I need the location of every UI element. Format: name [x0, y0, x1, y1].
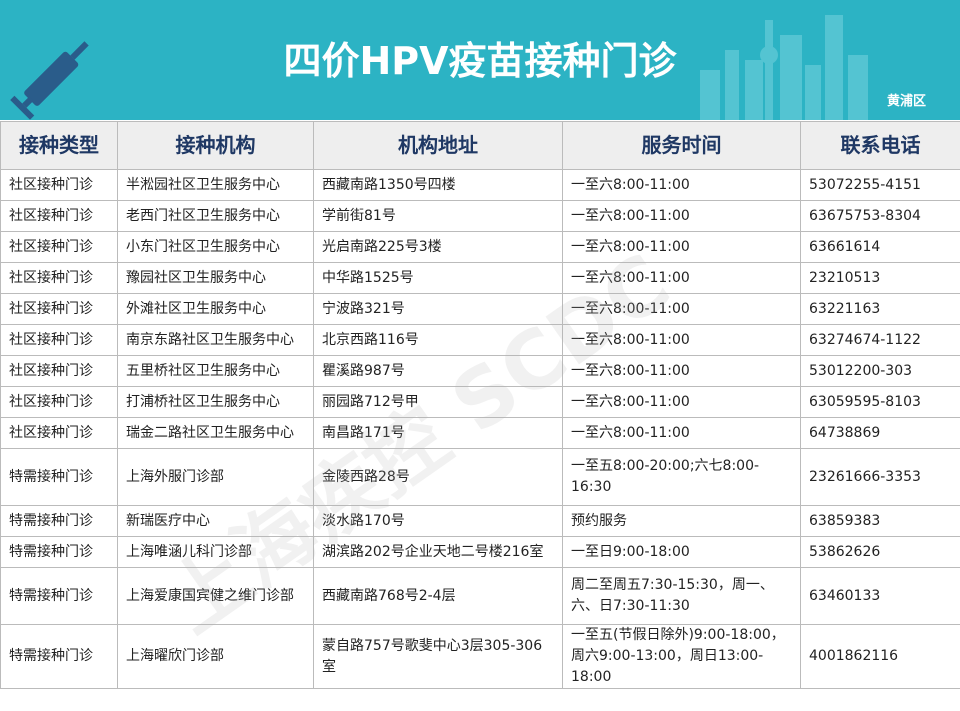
table-cell: 63859383: [800, 505, 960, 537]
table-row: 特需接种门诊 新瑞医疗中心 淡水路170号 预约服务 63859383: [0, 505, 960, 537]
table-cell: 一至五(节假日除外)9:00-18:00，周六9:00-13:00，周日13:0…: [562, 624, 801, 689]
table-row: 社区接种门诊 打浦桥社区卫生服务中心 丽园路712号甲 一至六8:00-11:00 63…: [0, 386, 960, 418]
table-cell: 23210513: [800, 262, 960, 294]
table-cell: 53012200-303: [800, 355, 960, 387]
table-cell: 社区接种门诊: [0, 417, 118, 449]
table-cell: 4001862116: [800, 624, 960, 689]
table-cell: 特需接种门诊: [0, 448, 118, 506]
table-cell: 63460133: [800, 567, 960, 625]
column-header: 接种机构: [117, 121, 314, 170]
table-cell: 64738869: [800, 417, 960, 449]
table-cell: 周二至周五7:30-15:30，周一、六、日7:30-11:30: [562, 567, 801, 625]
table-cell: 半淞园社区卫生服务中心: [117, 169, 314, 201]
table-cell: 湖滨路202号企业天地二号楼216室: [313, 536, 563, 568]
table-cell: 小东门社区卫生服务中心: [117, 231, 314, 263]
table-cell: 丽园路712号甲: [313, 386, 563, 418]
table-cell: 五里桥社区卫生服务中心: [117, 355, 314, 387]
table-cell: 23261666-3353: [800, 448, 960, 506]
table-cell: 宁波路321号: [313, 293, 563, 325]
table-cell: 社区接种门诊: [0, 324, 118, 356]
table-cell: 一至六8:00-11:00: [562, 262, 801, 294]
table-cell: 上海曜欣门诊部: [117, 624, 314, 689]
table-cell: 63661614: [800, 231, 960, 263]
table-row: 社区接种门诊 南京东路社区卫生服务中心 北京西路116号 一至六8:00-11:00 6…: [0, 324, 960, 356]
table-cell: 新瑞医疗中心: [117, 505, 314, 537]
table: 接种类型 接种机构 机构地址 服务时间 联系电话 社区接种门诊 半淞园社区卫生服务中心 西藏…: [0, 121, 960, 689]
title: 四价HPV疫苗接种门诊: [283, 39, 677, 83]
table-cell: 社区接种门诊: [0, 262, 118, 294]
table-cell: 西藏南路1350号四楼: [313, 169, 563, 201]
table-cell: 社区接种门诊: [0, 169, 118, 201]
table-row: 社区接种门诊 老西门社区卫生服务中心 学前街81号 一至六8:00-11:00 6367…: [0, 200, 960, 232]
column-header: 接种类型: [0, 121, 118, 170]
table-cell: 预约服务: [562, 505, 801, 537]
district: 黄浦区: [886, 94, 926, 109]
table-cell: 一至五8:00-20:00;六七8:00-16:30: [562, 448, 801, 506]
table-cell: 63675753-8304: [800, 200, 960, 232]
table-cell: 53072255-4151: [800, 169, 960, 201]
table-cell: 社区接种门诊: [0, 386, 118, 418]
table-cell: 南京东路社区卫生服务中心: [117, 324, 314, 356]
table-row: 特需接种门诊 上海唯涵儿科门诊部 湖滨路202号企业天地二号楼216室 一至日9:00…: [0, 536, 960, 568]
table-cell: 学前街81号: [313, 200, 563, 232]
table-cell: 西藏南路768号2-4层: [313, 567, 563, 625]
table-cell: 特需接种门诊: [0, 536, 118, 568]
table-cell: 一至六8:00-11:00: [562, 324, 801, 356]
table-row: 特需接种门诊 上海外服门诊部 金陵西路28号 一至五8:00-20:00;六七8:00…: [0, 448, 960, 506]
table-row: 社区接种门诊 瑞金二路社区卫生服务中心 南昌路171号 一至六8:00-11:00 64…: [0, 417, 960, 449]
column-header: 联系电话: [800, 121, 960, 170]
table-cell: 特需接种门诊: [0, 505, 118, 537]
table-cell: 一至六8:00-11:00: [562, 355, 801, 387]
table-cell: 一至六8:00-11:00: [562, 169, 801, 201]
column-header: 服务时间: [562, 121, 801, 170]
table-cell: 北京西路116号: [313, 324, 563, 356]
table-cell: 一至六8:00-11:00: [562, 293, 801, 325]
table-cell: 外滩社区卫生服务中心: [117, 293, 314, 325]
table-cell: 一至六8:00-11:00: [562, 231, 801, 263]
table-cell: 一至日9:00-18:00: [562, 536, 801, 568]
table-cell: 老西门社区卫生服务中心: [117, 200, 314, 232]
column-header: 机构地址: [313, 121, 563, 170]
table-cell: 上海爱康国宾健之维门诊部: [117, 567, 314, 625]
table-cell: 瞿溪路987号: [313, 355, 563, 387]
table-cell: 特需接种门诊: [0, 624, 118, 689]
table-cell: 上海外服门诊部: [117, 448, 314, 506]
header-row: 接种类型 接种机构 机构地址 服务时间 联系电话: [0, 121, 960, 170]
table-row: 社区接种门诊 小东门社区卫生服务中心 光启南路225号3楼 一至六8:00-11:00…: [0, 231, 960, 263]
decoration: [10, 15, 868, 120]
table-cell: 南昌路171号: [313, 417, 563, 449]
table-cell: 63274674-1122: [800, 324, 960, 356]
table-cell: 豫园社区卫生服务中心: [117, 262, 314, 294]
table-cell: 一至六8:00-11:00: [562, 417, 801, 449]
table-row: 社区接种门诊 五里桥社区卫生服务中心 瞿溪路987号 一至六8:00-11:00 530…: [0, 355, 960, 387]
table-cell: 蒙自路757号歌斐中心3层305-306室: [313, 624, 563, 689]
table-cell: 社区接种门诊: [0, 293, 118, 325]
table-row: 社区接种门诊 豫园社区卫生服务中心 中华路1525号 一至六8:00-11:00 232…: [0, 262, 960, 294]
table-cell: 社区接种门诊: [0, 355, 118, 387]
table-row: 特需接种门诊 上海曜欣门诊部 蒙自路757号歌斐中心3层305-306室 一至五(节假…: [0, 624, 960, 689]
table-cell: 社区接种门诊: [0, 200, 118, 232]
table-cell: 淡水路170号: [313, 505, 563, 537]
banner: 四价HPV疫苗接种门诊 黄浦区: [0, 0, 960, 120]
table-cell: 53862626: [800, 536, 960, 568]
table-cell: 63059595-8103: [800, 386, 960, 418]
table-cell: 瑞金二路社区卫生服务中心: [117, 417, 314, 449]
table-cell: 上海唯涵儿科门诊部: [117, 536, 314, 568]
table-cell: 特需接种门诊: [0, 567, 118, 625]
table-cell: 光启南路225号3楼: [313, 231, 563, 263]
table-cell: 一至六8:00-11:00: [562, 200, 801, 232]
table-cell: 金陵西路28号: [313, 448, 563, 506]
table-cell: 中华路1525号: [313, 262, 563, 294]
table-row: 特需接种门诊 上海爱康国宾健之维门诊部 西藏南路768号2-4层 周二至周五7:30-…: [0, 567, 960, 625]
table-cell: 打浦桥社区卫生服务中心: [117, 386, 314, 418]
table-cell: 社区接种门诊: [0, 231, 118, 263]
table-cell: 63221163: [800, 293, 960, 325]
table-cell: 一至六8:00-11:00: [562, 386, 801, 418]
table-row: 社区接种门诊 半淞园社区卫生服务中心 西藏南路1350号四楼 一至六8:00-11:0…: [0, 169, 960, 201]
table-row: 社区接种门诊 外滩社区卫生服务中心 宁波路321号 一至六8:00-11:00 6322…: [0, 293, 960, 325]
